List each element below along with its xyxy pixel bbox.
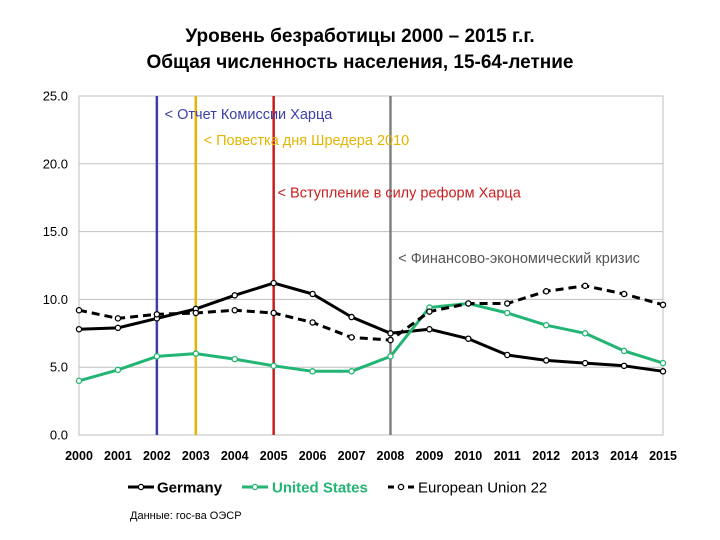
data-point (231, 355, 238, 363)
data-point (659, 301, 667, 309)
data-point (348, 368, 355, 375)
x-tick-label: 2002 (143, 449, 171, 463)
y-tick-label: 5.0 (50, 360, 68, 375)
data-point (659, 359, 667, 367)
data-point (270, 362, 277, 370)
x-tick-label: 2006 (299, 449, 327, 463)
data-point (504, 300, 511, 307)
data-point (426, 308, 433, 315)
x-tick-label: 2010 (454, 449, 482, 463)
y-tick-label: 10.0 (43, 292, 68, 307)
data-point (231, 306, 238, 314)
x-tick-label: 2012 (532, 449, 560, 463)
data-point (659, 368, 667, 375)
data-point (75, 325, 83, 333)
data-point (270, 309, 277, 317)
x-tick-label: 2003 (182, 449, 210, 463)
chart-title-line-2: Общая численность населения, 15-64-летни… (146, 52, 574, 73)
data-point (581, 330, 589, 337)
series-line (78, 281, 664, 373)
legend-swatch-marker (397, 483, 405, 491)
y-tick-label: 15.0 (43, 224, 68, 239)
data-point (348, 334, 355, 341)
legend-swatch-marker (251, 483, 259, 491)
x-tick-label: 2008 (377, 449, 405, 463)
data-point (387, 336, 394, 344)
data-point (75, 306, 83, 314)
data-point (581, 282, 589, 290)
data-point (192, 309, 200, 317)
data-point (270, 279, 277, 287)
series-line (78, 284, 664, 342)
y-tick-label: 0.0 (50, 428, 68, 443)
y-tick-label: 20.0 (43, 156, 68, 171)
data-point (465, 335, 472, 342)
x-tick-label: 2001 (104, 449, 132, 463)
data-point (620, 347, 628, 355)
data-point (114, 366, 122, 374)
data-point (192, 350, 200, 357)
legend-swatch-marker (137, 483, 145, 491)
data-point (309, 290, 316, 298)
data-point (309, 368, 316, 375)
x-tick-label: 2004 (221, 449, 249, 463)
x-tick-label: 2011 (494, 449, 521, 463)
data-point (114, 315, 122, 322)
data-point (153, 353, 161, 360)
data-point (114, 324, 122, 332)
y-tick-label: 25.0 (43, 89, 68, 104)
x-tick-label: 2014 (610, 449, 638, 463)
data-point (231, 292, 238, 299)
data-point (465, 300, 472, 307)
data-point (153, 311, 161, 318)
chart-title-line-1: Уровень безработицы 2000 – 2015 г.г. (185, 26, 535, 47)
data-source-note: Данные: гос-ва ОЭСР (130, 510, 242, 522)
x-tick-label: 2013 (571, 449, 599, 463)
data-point (620, 290, 628, 298)
data-point (75, 377, 83, 385)
data-point (542, 288, 550, 295)
data-point (426, 325, 433, 333)
x-tick-label: 2015 (649, 449, 677, 463)
legend-label: Germany (157, 480, 223, 497)
event-annotation: < Отчет Комиссии Харца (165, 107, 334, 123)
data-point (504, 309, 511, 317)
data-point (581, 359, 589, 367)
data-point (542, 357, 550, 364)
data-point (309, 319, 316, 326)
event-annotation: < Повестка дня Шредера 2010 (204, 133, 410, 149)
data-point (504, 351, 511, 359)
x-tick-label: 2005 (260, 449, 288, 463)
data-point (620, 362, 628, 370)
data-point (348, 313, 355, 321)
x-tick-label: 2007 (338, 449, 366, 463)
event-annotation: < Финансово-экономический кризис (398, 251, 640, 267)
event-annotation: < Вступление в силу реформ Харца (278, 186, 522, 202)
legend-label: United States (272, 480, 368, 497)
data-point (542, 321, 550, 329)
legend-label: European Union 22 (418, 480, 547, 497)
series-line (78, 302, 664, 383)
data-point (387, 353, 394, 360)
data-point (387, 330, 394, 337)
x-tick-label: 2000 (65, 449, 93, 463)
x-tick-label: 2009 (415, 449, 443, 463)
